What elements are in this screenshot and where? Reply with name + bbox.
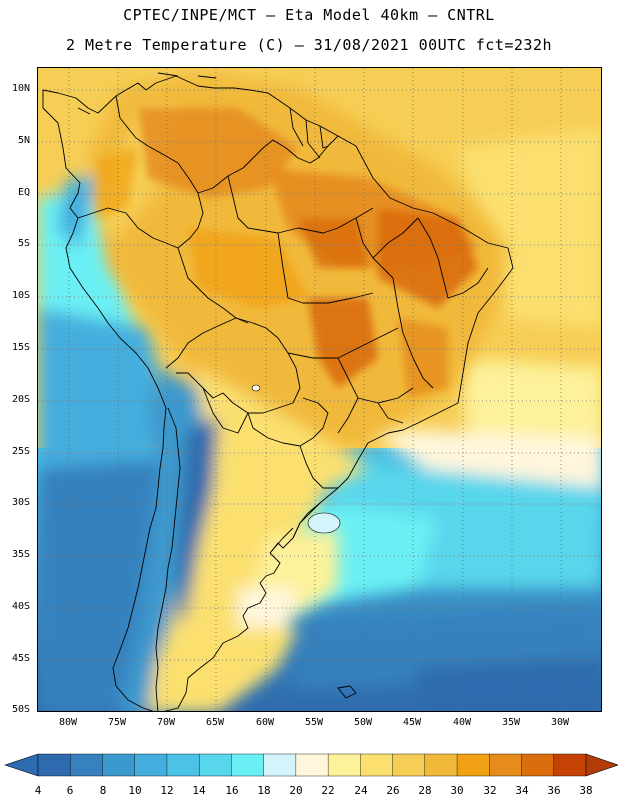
- colorbar-bin: [360, 753, 394, 777]
- border-colombia-peru-ecuador: [77, 192, 204, 249]
- border-colombia-venezuela: [115, 95, 199, 194]
- colorbar-label-6: 6: [66, 784, 74, 797]
- colorbar-bin: [166, 753, 200, 777]
- lon-label-60w: 60W: [255, 717, 275, 728]
- lat-label-35s: 35S: [11, 549, 30, 560]
- lon-label-55w: 55W: [304, 717, 324, 728]
- map-title-line1: CPTEC/INPE/MCT – Eta Model 40km – CNTRL: [123, 6, 495, 24]
- colorbar-bins: [37, 753, 587, 777]
- caribbean-islands: [77, 72, 217, 115]
- colorbar-label-18: 18: [257, 784, 271, 797]
- colorbar-bin: [37, 753, 71, 777]
- temperature-map: [37, 67, 602, 712]
- lat-label-25s: 25S: [11, 446, 30, 457]
- lakes: [251, 384, 341, 534]
- colorbar-bin: [489, 753, 523, 777]
- lon-label-75w: 75W: [107, 717, 127, 728]
- border-uruguay-brazil: [269, 445, 338, 554]
- border-chile-argentina: [155, 407, 181, 711]
- colorbar-bin: [521, 753, 555, 777]
- colorbar-label-38: 38: [579, 784, 593, 797]
- colorbar-bin: [263, 753, 297, 777]
- lon-label-30w: 30W: [550, 717, 570, 728]
- colorbar-bin: [392, 753, 426, 777]
- border-argentina-north: [202, 387, 249, 434]
- falkland-islands: [337, 685, 357, 699]
- lon-label-70w: 70W: [156, 717, 176, 728]
- colorbar-label-14: 14: [192, 784, 206, 797]
- lat-label-40s: 40S: [11, 601, 30, 612]
- border-guyanas: [289, 107, 329, 159]
- colorbar-label-12: 12: [160, 784, 174, 797]
- lon-label-45w: 45W: [402, 717, 422, 728]
- colorbar-bin: [553, 753, 587, 777]
- colorbar-label-30: 30: [450, 784, 464, 797]
- colorbar-right-arrow: [585, 753, 618, 777]
- colorbar-label-36: 36: [547, 784, 561, 797]
- colorbar-label-16: 16: [225, 784, 239, 797]
- lat-label-10n: 10N: [11, 83, 30, 94]
- border-bolivia: [165, 317, 301, 414]
- colorbar-bin: [424, 753, 458, 777]
- colorbar-label-26: 26: [386, 784, 400, 797]
- colorbar-label-24: 24: [354, 784, 368, 797]
- colorbar-label-28: 28: [418, 784, 432, 797]
- colorbar-bin: [231, 753, 265, 777]
- colorbar-label-8: 8: [99, 784, 107, 797]
- temperature-colorbar: [4, 753, 618, 777]
- lat-label-45s: 45S: [11, 653, 30, 664]
- colorbar-bin: [327, 753, 361, 777]
- map-title-line2: 2 Metre Temperature (C) – 31/08/2021 00U…: [65, 36, 553, 54]
- colorbar-left-arrow: [4, 753, 39, 777]
- colorbar-label-22: 22: [321, 784, 335, 797]
- coastlines-and-borders: [42, 72, 514, 711]
- colorbar-bin: [295, 753, 329, 777]
- lat-label-15s: 15S: [11, 342, 30, 353]
- colorbar-bin: [70, 753, 103, 777]
- temperature-map-svg: [38, 68, 601, 711]
- colorbar-bin: [102, 753, 136, 777]
- lon-label-40w: 40W: [452, 717, 472, 728]
- colorbar-label-10: 10: [128, 784, 142, 797]
- south-america-coastline: [42, 75, 514, 711]
- lat-label-20s: 20S: [11, 394, 30, 405]
- colorbar-label-4: 4: [34, 784, 42, 797]
- lat-label-50s: 50S: [11, 704, 30, 715]
- lon-label-80w: 80W: [58, 717, 78, 728]
- lon-label-65w: 65W: [205, 717, 225, 728]
- hot-regions: [98, 108, 478, 398]
- brazil-states: [227, 175, 489, 434]
- pacific-coastline: [42, 90, 167, 711]
- lat-label-30s: 30S: [11, 497, 30, 508]
- lon-label-50w: 50W: [353, 717, 373, 728]
- lat-label-5n: 5N: [17, 135, 30, 146]
- colorbar-bin: [134, 753, 168, 777]
- lat-label-eq: EQ: [17, 187, 30, 198]
- border-paraguay: [247, 397, 329, 447]
- lon-label-35w: 35W: [501, 717, 521, 728]
- lat-label-10s: 10S: [11, 290, 30, 301]
- colorbar-label-34: 34: [515, 784, 529, 797]
- colorbar-label-20: 20: [289, 784, 303, 797]
- colorbar-bin: [456, 753, 490, 777]
- lat-label-5s: 5S: [17, 238, 30, 249]
- colorbar-label-32: 32: [483, 784, 497, 797]
- colorbar-bin: [198, 753, 232, 777]
